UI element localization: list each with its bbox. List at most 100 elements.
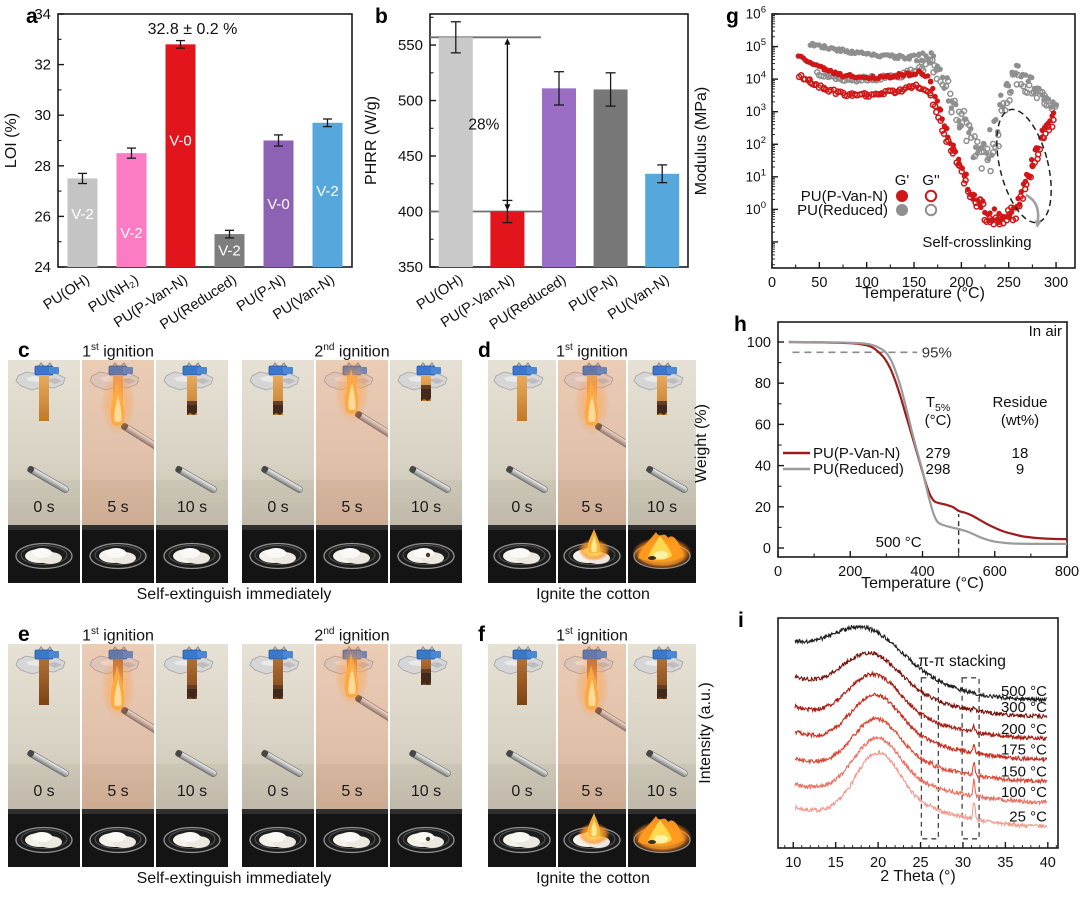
strip-flame bbox=[101, 655, 135, 719]
svg-text:40: 40 bbox=[1040, 855, 1056, 871]
cotton bbox=[259, 548, 296, 564]
strip-flame bbox=[335, 360, 369, 423]
x-axis-title: Temperature (°C) bbox=[861, 575, 984, 592]
ignition-groups: 1st ignition 0 s 5 s 10 s bbox=[488, 622, 704, 867]
svg-text:300: 300 bbox=[1044, 275, 1068, 291]
y-axis-title: Modulus (MPa) bbox=[693, 87, 710, 195]
ignition-title: 1st ignition bbox=[82, 626, 154, 645]
svg-text:10: 10 bbox=[785, 855, 801, 871]
svg-text:35: 35 bbox=[997, 855, 1013, 871]
pu-strip bbox=[39, 659, 49, 705]
flame-glow-overlay bbox=[316, 644, 388, 809]
panel-letter: i bbox=[738, 609, 744, 632]
ignition-title: 2nd ignition bbox=[314, 626, 390, 645]
ignition-frame: 10 s bbox=[628, 644, 696, 867]
svg-text:101: 101 bbox=[746, 167, 766, 184]
ignition-frame: 10 s bbox=[628, 360, 696, 583]
self-crosslink-ellipse bbox=[996, 108, 1052, 224]
svg-text:(°C): (°C) bbox=[925, 412, 952, 429]
y-axis: 350 400 450 500 550 bbox=[398, 16, 436, 276]
svg-text:0: 0 bbox=[768, 275, 776, 291]
bar-PU(Reduced) bbox=[214, 234, 245, 267]
series-pu-p-van-n-g- bbox=[795, 53, 1057, 226]
lighter-rod bbox=[261, 465, 303, 493]
flame-glow-overlay bbox=[82, 360, 154, 525]
panel-e-ignition: e 1st ignition 0 s 5 s 10 s 2nd ignition 0 s 5… bbox=[6, 620, 462, 896]
phrr-chart-mount: 350 400 450 500 550 PHRR (W/g) PU(OH) PU(P-Van-… bbox=[360, 0, 690, 335]
bar-PU(Van-N) bbox=[312, 122, 343, 267]
legend: G' G'' PU(P-Van-N)PU(Reduced) bbox=[797, 172, 940, 219]
svg-text:400: 400 bbox=[398, 204, 423, 221]
cotton-fire bbox=[578, 813, 610, 845]
ignition-frame: 5 s bbox=[558, 644, 626, 867]
panel-f-ignition: f 1st ignition 0 s 5 s 10 s Ignite the cott… bbox=[462, 620, 704, 896]
svg-text:32: 32 bbox=[34, 57, 51, 74]
pu-strip bbox=[657, 375, 667, 415]
legend-label: PU(P-Van-N) bbox=[801, 188, 888, 205]
ignition-group: 2nd ignition 0 s 5 s 10 s bbox=[242, 622, 462, 867]
x-axis-title: 2 Theta (°) bbox=[880, 868, 955, 885]
tga-chart-mount: 0 200 400 600 800 0 20 40 60 80 100 Temperature (°C… bbox=[690, 312, 1080, 606]
cotton bbox=[407, 832, 444, 848]
pu-strip bbox=[39, 375, 49, 421]
panel-c-ignition: c 1st ignition 0 s 5 s 10 s 2nd ignition 0 s 5… bbox=[6, 336, 462, 612]
axes: 0 200 400 600 800 0 20 40 60 80 100 bbox=[747, 335, 1079, 580]
cotton bbox=[333, 548, 370, 564]
ignition-frame: 0 s bbox=[242, 644, 314, 867]
time-label: 0 s bbox=[511, 783, 532, 800]
ignition-frames-row: 0 s 5 s 10 s bbox=[8, 360, 228, 583]
strip-flame bbox=[101, 371, 135, 435]
pi-stacking-box-1 bbox=[920, 677, 940, 840]
svg-text:50: 50 bbox=[811, 275, 827, 291]
lighter-rod bbox=[27, 749, 69, 777]
clamp-foil-assembly bbox=[397, 645, 448, 675]
pu-strip bbox=[517, 375, 527, 421]
xrd-chart: 10 15 20 25 30 35 40 2 Theta (°) Intensity (a.u.… bbox=[697, 617, 1059, 885]
ignition-caption: Ignite the cotton bbox=[536, 586, 650, 603]
pu-strip bbox=[517, 659, 527, 705]
time-label: 0 s bbox=[511, 499, 532, 516]
ignition-frame: 10 s bbox=[390, 644, 462, 867]
curve-temp-label: 500 °C bbox=[1001, 683, 1047, 700]
pu-strip bbox=[421, 659, 431, 685]
ignition-title: 1st ignition bbox=[556, 626, 628, 645]
modulus-scatter-chart: 0 50 100 150 200 250 300 100 101 102 103 104 105 106 T… bbox=[693, 5, 1076, 302]
panel-letter: h bbox=[734, 313, 747, 336]
bar-rating-label: V-2 bbox=[71, 206, 94, 223]
svg-text:450: 450 bbox=[398, 148, 423, 165]
x-axis-title: Temperature (°C) bbox=[862, 285, 985, 302]
t5-header: T5% bbox=[926, 394, 950, 414]
self-crosslink-annotation: Self-crosslinking bbox=[922, 234, 1031, 251]
panel-h-tga: h 0 200 400 600 800 0 20 40 60 80 100 Temperature (… bbox=[690, 312, 1080, 606]
curve-temp-label: 200 °C bbox=[1001, 721, 1047, 738]
panel-letter: f bbox=[478, 623, 485, 646]
svg-text:500: 500 bbox=[398, 93, 423, 110]
lighter-rod bbox=[506, 749, 548, 777]
svg-text:80: 80 bbox=[755, 376, 771, 392]
svg-text:28: 28 bbox=[34, 158, 51, 175]
xrd-chart-mount: 10 15 20 25 30 35 40 2 Theta (°) Intensity (a.u.… bbox=[690, 604, 1080, 898]
svg-text:550: 550 bbox=[398, 37, 423, 54]
xrd-curve-200-c bbox=[794, 670, 1048, 742]
pu-strip bbox=[273, 659, 283, 699]
time-label: 5 s bbox=[107, 783, 128, 800]
panel-letter: b bbox=[375, 5, 388, 28]
panel-letter: g bbox=[726, 5, 739, 28]
ignition-group: 1st ignition 0 s 5 s 10 s bbox=[488, 622, 696, 867]
clamp-foil-assembly bbox=[633, 361, 684, 391]
cotton bbox=[173, 832, 210, 848]
lighter-rod bbox=[409, 749, 451, 777]
ignition-frame: 0 s bbox=[8, 644, 80, 867]
series-name: PU(Reduced) bbox=[813, 461, 904, 478]
panel-letter: c bbox=[18, 339, 30, 362]
t5-value: 279 bbox=[925, 445, 950, 462]
pu-strip bbox=[187, 659, 197, 699]
panel-letter: e bbox=[18, 623, 30, 646]
svg-text:250: 250 bbox=[997, 275, 1021, 291]
xrd-curve-25-c bbox=[795, 749, 1048, 829]
t5-value: 298 bbox=[925, 461, 950, 478]
lighter-rod bbox=[175, 749, 217, 777]
bar-rating-label: V-0 bbox=[267, 196, 290, 213]
svg-text:800: 800 bbox=[1055, 564, 1079, 580]
ignition-group: 1st ignition 0 s 5 s 10 s bbox=[8, 622, 228, 867]
